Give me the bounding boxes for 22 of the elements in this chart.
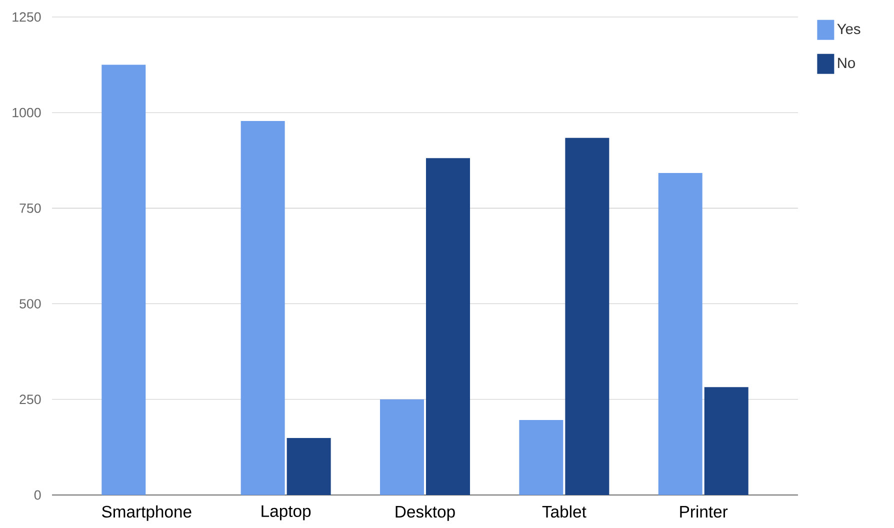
x-tick-label: Printer [680, 505, 728, 518]
x-tick-label: Laptop [262, 505, 311, 520]
bar [704, 387, 748, 495]
x-tick-label: Desktop [396, 505, 455, 521]
bar [102, 64, 146, 495]
legend-label: No [838, 58, 855, 68]
bar [565, 138, 610, 495]
y-tick-label: 250 [20, 394, 41, 404]
y-tick-label: 750 [20, 203, 41, 213]
x-tick-label: Tablet [542, 505, 586, 518]
bar [519, 420, 564, 495]
bar [658, 173, 702, 495]
bar [240, 121, 285, 495]
y-tick-label: 1000 [12, 108, 41, 118]
bar [286, 438, 331, 495]
bar [426, 158, 470, 495]
y-tick-label: 500 [20, 299, 41, 309]
y-tick-label: 0 [34, 490, 41, 500]
y-tick-label: 1250 [12, 12, 41, 22]
x-tick-label: Smartphone [102, 505, 192, 521]
bar [380, 399, 424, 495]
legend-label: Yes [837, 24, 860, 34]
